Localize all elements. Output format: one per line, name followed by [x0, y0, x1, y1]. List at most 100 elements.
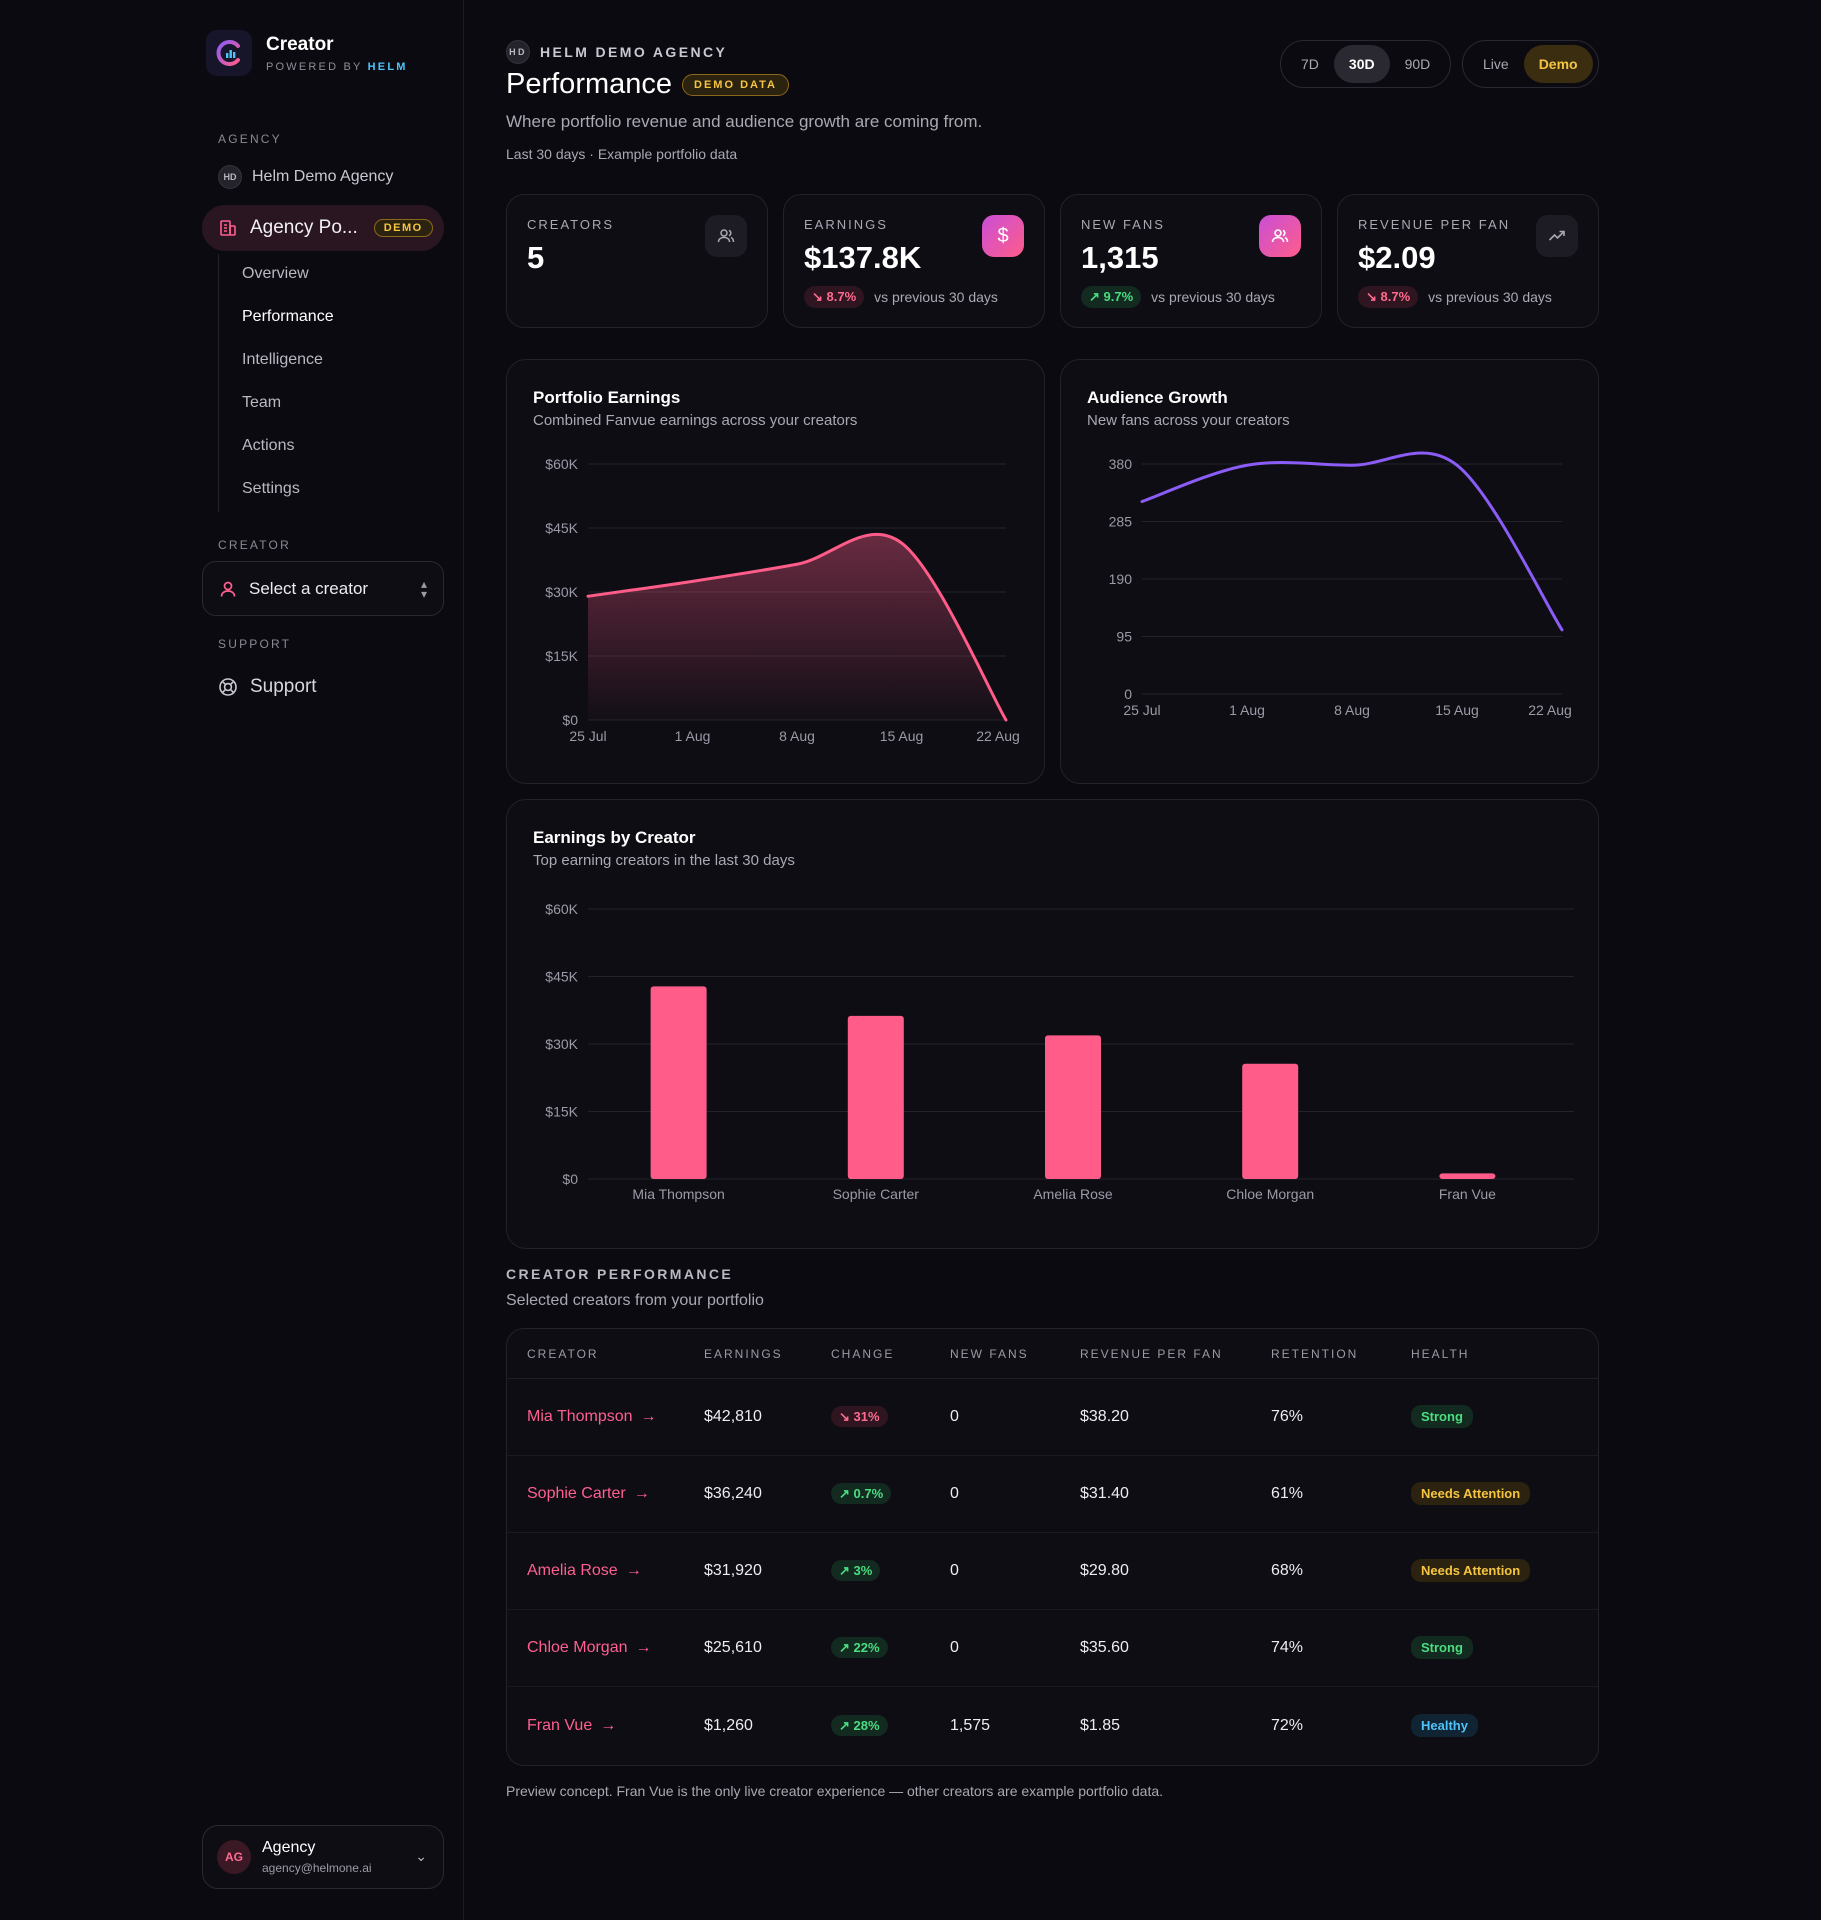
trending-up-icon	[1536, 215, 1578, 257]
account-menu[interactable]: AG Agency agency@helmone.ai ⌄	[202, 1825, 444, 1889]
table-row[interactable]: Amelia Rose → $31,920 ↗ 3% 0 $29.80 68% Needs A…	[507, 1533, 1598, 1610]
delta-chip-down: ↘ 8.7%	[804, 286, 865, 308]
subnav-performance[interactable]: Performance	[242, 308, 334, 325]
cell-retention: 61%	[1271, 1485, 1304, 1502]
change-chip: ↗ 0.7%	[831, 1483, 892, 1504]
cell-health: Strong	[1411, 1405, 1598, 1428]
support-section-label: SUPPORT	[218, 637, 292, 651]
table-section-subtitle: Selected creators from your portfolio	[506, 1292, 764, 1309]
kpi-card-creators: CREATORS 5	[506, 194, 768, 328]
subnav-settings[interactable]: Settings	[242, 480, 300, 497]
kpi-value: $137.8K	[804, 240, 922, 275]
creator-select[interactable]: Select a creator ▴ ▾	[202, 561, 444, 616]
y-tick-label: $45K	[545, 520, 578, 536]
col-earnings[interactable]: EARNINGS	[704, 1346, 783, 1361]
subnav-team[interactable]: Team	[242, 394, 282, 411]
health-badge: Needs Attention	[1411, 1482, 1531, 1505]
chart-audience-growth: 0 95 190 285 380 25 Jul 1 Aug 8 Aug 15 Aug 22 Aug	[1109, 451, 1572, 718]
footer-note: Preview concept. Fran Vue is the only li…	[506, 1783, 1164, 1799]
y-tick-label: 95	[1116, 629, 1132, 645]
page-title-row: Performance DEMO DATA	[506, 68, 789, 101]
delta-chip-down: ↘ 8.7%	[1358, 286, 1419, 308]
y-tick-label: $0	[562, 712, 578, 728]
creator-link[interactable]: Sophie Carter →	[527, 1485, 650, 1502]
mode-live[interactable]: Live	[1483, 56, 1509, 72]
mode-demo[interactable]: Demo	[1523, 45, 1593, 83]
org-avatar: HD	[506, 40, 530, 64]
cell-new-fans: 0	[950, 1639, 959, 1656]
col-retention[interactable]: RETENTION	[1271, 1346, 1359, 1361]
bar	[1045, 1035, 1101, 1179]
change-chip: ↗ 28%	[831, 1714, 888, 1736]
demo-data-badge: DEMO DATA	[682, 73, 789, 96]
x-tick-label: 15 Aug	[880, 728, 924, 744]
subnav: Overview Performance Intelligence Team A…	[218, 254, 334, 512]
table-row[interactable]: Chloe Morgan → $25,610 ↗ 22% 0 $35.60 74% Stron…	[507, 1610, 1598, 1687]
creator-link[interactable]: Fran Vue →	[527, 1716, 617, 1734]
subnav-overview[interactable]: Overview	[242, 265, 309, 282]
agency-switcher[interactable]: HD Helm Demo Agency	[218, 165, 393, 189]
range-7d[interactable]: 7D	[1301, 56, 1319, 72]
cell-health: Needs Attention	[1411, 1482, 1598, 1505]
series-line	[586, 532, 1008, 722]
creator-link[interactable]: Mia Thompson →	[527, 1408, 657, 1425]
series-line	[1140, 451, 1564, 632]
health-badge: Needs Attention	[1411, 1559, 1531, 1582]
subnav-intelligence[interactable]: Intelligence	[242, 351, 323, 368]
org-name: HELM DEMO AGENCY	[540, 44, 728, 60]
kpi-card-revenue-per-fan: REVENUE PER FAN $2.09 ↘ 8.7% vs previous …	[1337, 194, 1599, 328]
kpi-label: NEW FANS	[1081, 217, 1165, 232]
x-tick-label: Fran Vue	[1439, 1186, 1496, 1202]
y-tick-label: 285	[1109, 514, 1133, 530]
y-tick-label: 190	[1109, 571, 1133, 587]
x-tick-label: Amelia Rose	[1033, 1186, 1113, 1202]
cell-earnings: $1,260	[704, 1716, 753, 1734]
col-revenue-per-fan[interactable]: REVENUE PER FAN	[1080, 1346, 1223, 1361]
x-tick-label: 8 Aug	[779, 728, 815, 744]
col-new-fans[interactable]: NEW FANS	[950, 1346, 1029, 1361]
range-90d[interactable]: 90D	[1404, 56, 1431, 72]
x-tick-label: Mia Thompson	[632, 1186, 724, 1202]
support-link[interactable]: Support	[218, 676, 317, 698]
health-badge: Healthy	[1411, 1713, 1478, 1737]
col-creator[interactable]: CREATOR	[527, 1346, 599, 1361]
cell-health: Needs Attention	[1411, 1559, 1598, 1582]
cell-change: ↗ 3%	[831, 1560, 950, 1581]
cell-new-fans: 0	[950, 1485, 959, 1502]
brand-title: Creator	[266, 33, 334, 55]
y-tick-label: $30K	[545, 584, 578, 600]
x-tick-label: 1 Aug	[1229, 702, 1265, 718]
panel-earnings-by-creator: Earnings by Creator Top earning creators…	[506, 799, 1599, 1249]
cell-change: ↗ 28%	[831, 1714, 950, 1736]
cell-revenue-per-fan: $29.80	[1080, 1562, 1129, 1579]
cell-revenue-per-fan: $35.60	[1080, 1639, 1129, 1656]
creator-link[interactable]: Chloe Morgan →	[527, 1639, 652, 1656]
cell-change: ↗ 22%	[831, 1637, 950, 1658]
x-tick-label: 22 Aug	[976, 728, 1020, 744]
table-row[interactable]: Sophie Carter → $36,240 ↗ 0.7% 0 $31.40 61% Nee…	[507, 1456, 1598, 1533]
users-icon	[1259, 215, 1301, 257]
range-30d[interactable]: 30D	[1333, 45, 1390, 83]
chart-portfolio-earnings: $0 $15K $30K $45K $60K 25 Jul 1 Aug 8 Aug 15 Aug…	[545, 456, 1020, 744]
cell-earnings: $36,240	[704, 1485, 762, 1502]
table-row[interactable]: Mia Thompson → $42,810 ↘ 31% 0 $38.20 76% Stron…	[507, 1379, 1598, 1456]
page-title: Performance	[506, 68, 673, 100]
col-change[interactable]: CHANGE	[831, 1346, 895, 1361]
chevron-up-down-icon: ▴ ▾	[420, 577, 427, 601]
x-tick-label: 15 Aug	[1435, 702, 1479, 718]
col-health[interactable]: HEALTH	[1411, 1346, 1470, 1361]
kpi-delta: ↗ 9.7% vs previous 30 days	[1081, 286, 1301, 308]
support-label: Support	[250, 676, 317, 697]
arrow-right-icon: →	[600, 1716, 617, 1734]
brand[interactable]: Creator POWERED BY HELM	[206, 30, 408, 76]
dollar-icon: $	[982, 215, 1024, 257]
subnav-actions[interactable]: Actions	[242, 437, 295, 454]
health-badge: Strong	[1411, 1636, 1473, 1659]
x-tick-label: Chloe Morgan	[1226, 1186, 1314, 1202]
building-icon	[220, 220, 236, 236]
y-tick-label: $30K	[545, 1036, 578, 1052]
panel-subtitle: New fans across your creators	[1087, 412, 1290, 429]
nav-item-agency-portfolio[interactable]: Agency Po... DEMO	[202, 205, 444, 251]
creator-link[interactable]: Amelia Rose →	[527, 1562, 642, 1579]
table-row[interactable]: Fran Vue → $1,260 ↗ 28% 1,575 $1.85 72% Healthy	[507, 1687, 1598, 1764]
